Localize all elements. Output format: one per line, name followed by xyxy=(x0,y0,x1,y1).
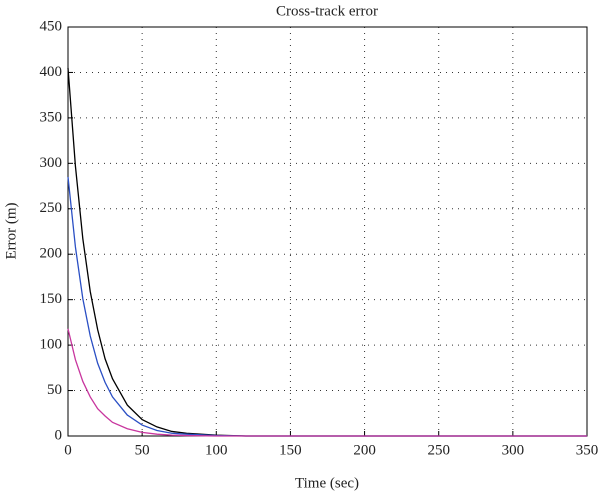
y-tick-label: 50 xyxy=(47,382,62,398)
x-tick-label: 350 xyxy=(576,442,599,458)
y-tick-label: 400 xyxy=(40,64,63,80)
y-tick-label: 450 xyxy=(40,18,63,34)
y-tick-label: 150 xyxy=(40,291,63,307)
y-tick-label: 300 xyxy=(40,155,63,171)
line-series xyxy=(67,328,587,437)
x-tick-label: 150 xyxy=(279,442,302,458)
y-axis-label: Error (m) xyxy=(3,202,19,259)
y-tick-label: 0 xyxy=(55,427,63,443)
x-tick-label: 100 xyxy=(205,442,228,458)
x-tick-label: 200 xyxy=(353,442,376,458)
x-tick-label: 0 xyxy=(64,442,72,458)
chart-title: Cross-track error xyxy=(276,3,378,19)
plot-frame xyxy=(67,26,588,437)
y-tick-label: 200 xyxy=(40,246,63,262)
y-tick-label: 100 xyxy=(40,337,63,353)
x-tick-label: 250 xyxy=(427,442,450,458)
line-series xyxy=(67,67,587,437)
line-series xyxy=(67,176,587,437)
x-tick-label: 50 xyxy=(135,442,150,458)
y-tick-label: 250 xyxy=(40,200,63,216)
x-tick-label: 300 xyxy=(502,442,525,458)
y-tick-label: 350 xyxy=(40,109,63,125)
x-axis-label: Time (sec) xyxy=(295,475,359,491)
